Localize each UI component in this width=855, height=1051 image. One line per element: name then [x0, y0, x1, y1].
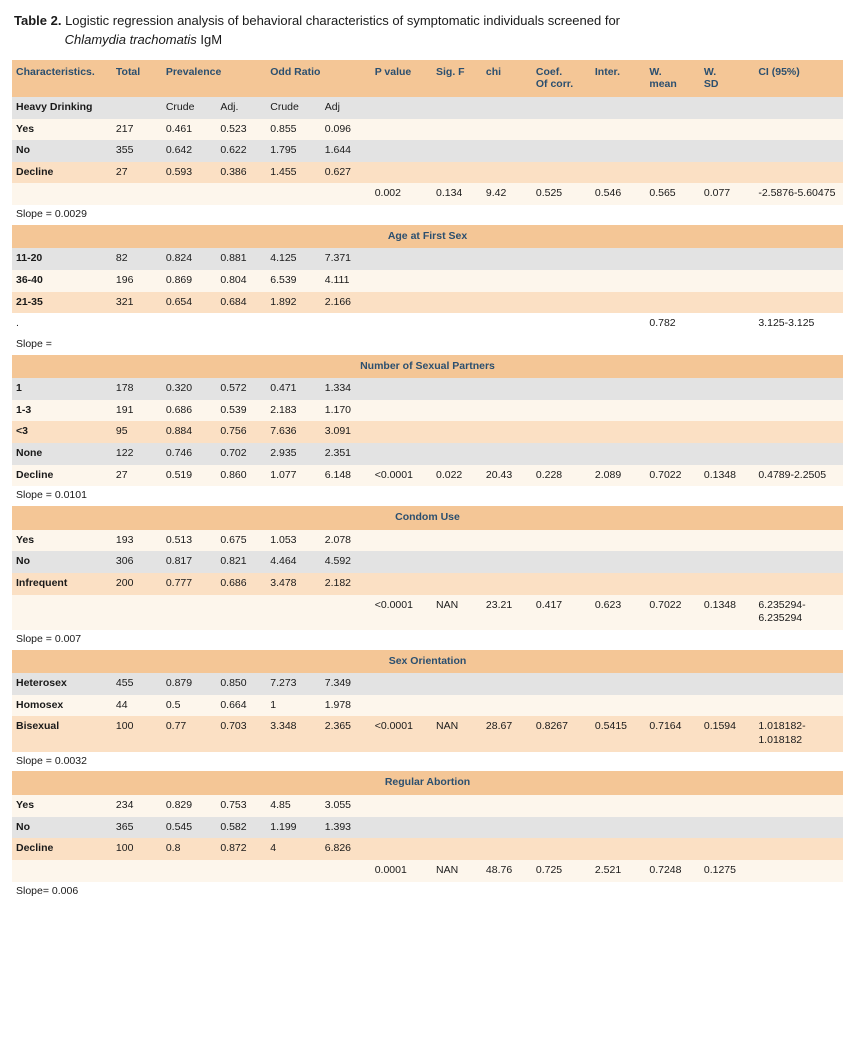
- table-row: 36-401960.8690.8046.5394.111: [12, 270, 843, 292]
- stats-row: Bisexual1000.770.7033.3482.365<0.0001NAN…: [12, 716, 843, 751]
- table-row: Heterosex4550.8790.8507.2737.349: [12, 673, 843, 695]
- regression-table: Characteristics. Total Prevalence Odd Ra…: [12, 60, 843, 902]
- sub-header-row: Heavy DrinkingCrudeAdj.CrudeAdj: [12, 97, 843, 119]
- section-title: Age at First Sex: [12, 225, 843, 249]
- hdr-total: Total: [112, 60, 162, 97]
- stats-row: 0.0001NAN48.760.7252.5210.72480.1275: [12, 860, 843, 882]
- table-row: Infrequent2000.7770.6863.4782.182: [12, 573, 843, 595]
- section-title: Regular Abortion: [12, 771, 843, 795]
- table-row: No3060.8170.8214.4644.592: [12, 551, 843, 573]
- table-row: No3550.6420.6221.7951.644: [12, 140, 843, 162]
- slope-row: Slope= 0.006: [12, 882, 843, 902]
- table-row: No3650.5450.5821.1991.393: [12, 817, 843, 839]
- hdr-wsd: W.SD: [700, 60, 754, 97]
- table-row: Homosex440.50.66411.978: [12, 695, 843, 717]
- slope-row: Slope = 0.0032: [12, 752, 843, 772]
- hdr-coef: Coef.Of corr.: [532, 60, 591, 97]
- table-row: <3950.8840.7567.6363.091: [12, 421, 843, 443]
- stats-row: <0.0001NAN23.210.4170.6230.70220.13486.2…: [12, 595, 843, 630]
- table-row: Yes2170.4610.5230.8550.096: [12, 119, 843, 141]
- table-row: 11-20820.8240.8814.1257.371: [12, 248, 843, 270]
- table-body: Heavy DrinkingCrudeAdj.CrudeAdjYes2170.4…: [12, 97, 843, 901]
- table-row: Yes2340.8290.7534.853.055: [12, 795, 843, 817]
- table-row: Decline270.5930.3861.4550.627: [12, 162, 843, 184]
- slope-row: Slope = 0.0101: [12, 486, 843, 506]
- hdr-chi: chi: [482, 60, 532, 97]
- table-caption: Table 2. Logistic regression analysis of…: [12, 12, 843, 50]
- caption-text-c: IgM: [200, 32, 222, 47]
- table-row: Yes1930.5130.6751.0532.078: [12, 530, 843, 552]
- hdr-wmean: W.mean: [645, 60, 699, 97]
- table-row: 1-31910.6860.5392.1831.170: [12, 400, 843, 422]
- table-row: 11780.3200.5720.4711.334: [12, 378, 843, 400]
- caption-text-a: Logistic regression analysis of behavior…: [65, 13, 620, 28]
- stats-row: Decline270.5190.8601.0776.148<0.00010.02…: [12, 465, 843, 487]
- hdr-prev: Prevalence: [162, 60, 266, 97]
- section-title: Sex Orientation: [12, 650, 843, 674]
- stats-row: .0.7823.125-3.125: [12, 313, 843, 335]
- hdr-ci: CI (95%): [754, 60, 843, 97]
- table-row: Decline1000.80.87246.826: [12, 838, 843, 860]
- caption-italic: Chlamydia trachomatis: [65, 32, 197, 47]
- hdr-or: Odd Ratio: [266, 60, 370, 97]
- slope-row: Slope = 0.0029: [12, 205, 843, 225]
- stats-row: 0.0020.1349.420.5250.5460.5650.077-2.587…: [12, 183, 843, 205]
- hdr-inter: Inter.: [591, 60, 645, 97]
- hdr-char: Characteristics.: [12, 60, 112, 97]
- header-row: Characteristics. Total Prevalence Odd Ra…: [12, 60, 843, 97]
- slope-row: Slope = 0.007: [12, 630, 843, 650]
- hdr-sigf: Sig. F: [432, 60, 482, 97]
- section-title: Number of Sexual Partners: [12, 355, 843, 379]
- table-row: 21-353210.6540.6841.8922.166: [12, 292, 843, 314]
- slope-row: Slope =: [12, 335, 843, 355]
- caption-label: Table 2.: [14, 13, 61, 28]
- table-row: None1220.7460.7022.9352.351: [12, 443, 843, 465]
- section-title: Condom Use: [12, 506, 843, 530]
- hdr-pval: P value: [371, 60, 432, 97]
